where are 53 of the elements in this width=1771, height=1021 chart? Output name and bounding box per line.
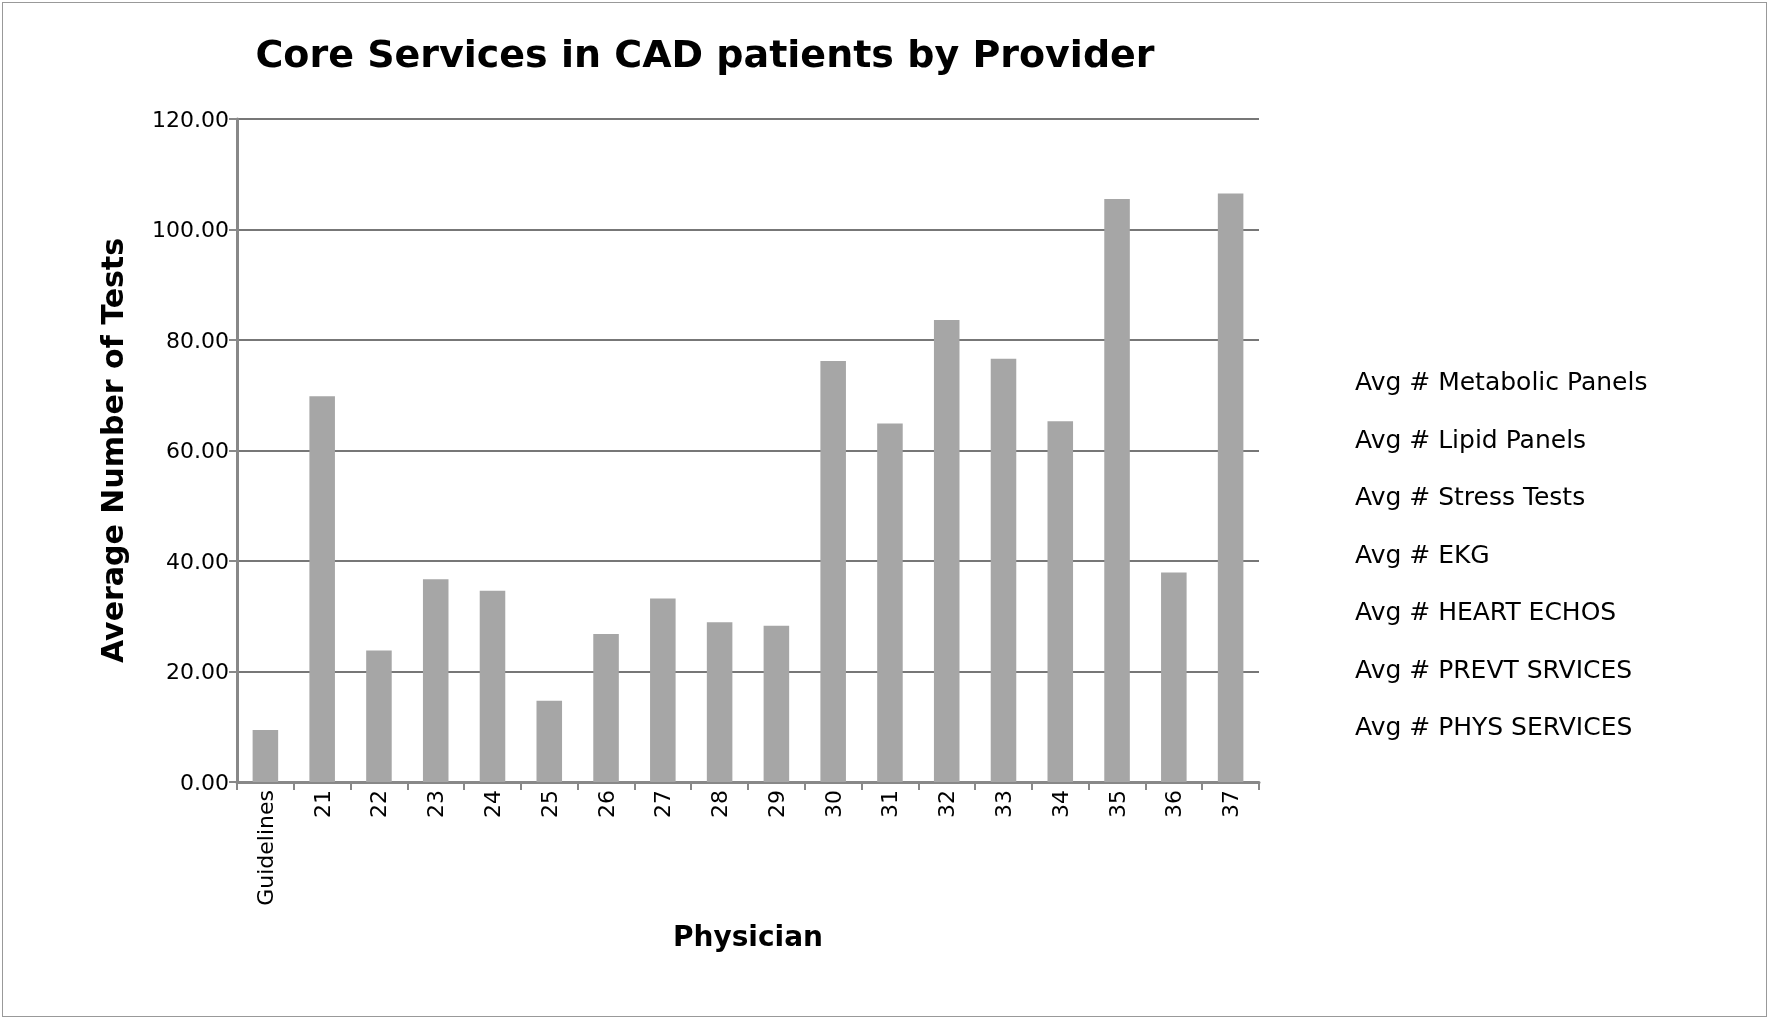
y-tick-label: 100.00 [152,217,229,242]
x-tick-label: 26 [593,790,619,818]
y-tick-label: 0.00 [180,769,229,795]
x-tick-label: 24 [480,790,505,818]
bar [479,590,506,782]
y-tick-label: 40.00 [166,548,229,574]
bar [933,320,960,782]
bar [422,579,449,782]
x-tick-label: 33 [991,790,1016,818]
x-tick-label: 30 [820,790,846,818]
x-tick-label: 35 [1104,790,1130,818]
y-tick-label: 120.00 [152,106,229,132]
bar [820,361,846,782]
text: Avg # Lipid Panels [1355,423,1588,456]
bar [536,700,563,782]
x-tick-label: 32 [934,790,960,818]
bar [1104,199,1130,782]
x-tick-label: 28 [707,790,733,818]
text: Avg # EKG [1355,538,1491,571]
y-tick-label: 20.00 [166,659,229,684]
x-tick-label: 22 [366,790,392,818]
bar [650,598,676,782]
bar [366,650,392,782]
x-tick-label: 36 [1161,790,1187,818]
bar [252,730,279,782]
x-tick-label: 37 [1218,790,1244,818]
bar [1161,572,1187,782]
x-tick-label: 27 [650,790,676,818]
bar [763,625,790,782]
x-tick-label: 31 [877,790,903,818]
x-tick-label: 29 [763,790,789,818]
text: Avg # HEART ECHOS [1355,596,1618,628]
bar [309,396,335,782]
y-tick-label: 60.00 [166,438,229,463]
x-axis-title: Physician [673,919,823,953]
x-tick-label: 21 [309,790,335,818]
chart-title: Core Services in CAD patients by Provider [255,32,1155,76]
text: Avg # PHYS SERVICES [1355,711,1634,743]
x-tick-label: 34 [1047,790,1073,818]
bar [990,358,1017,782]
bar [877,423,903,782]
x-tick-label: 23 [423,790,449,818]
text: Avg # Metabolic Panels [1355,366,1648,398]
bar [1047,421,1074,782]
y-axis-title: Average Number of Tests [94,237,130,664]
x-tick-label: Guidelines [252,790,278,906]
bar [706,622,733,782]
y-tick-label: 80.00 [166,327,229,353]
text: Avg # Stress Tests [1355,481,1587,513]
bar [1217,193,1244,782]
text: Avg # PREVT SRVICES [1355,653,1634,686]
bar [593,633,619,782]
x-tick-label: 25 [536,790,562,818]
